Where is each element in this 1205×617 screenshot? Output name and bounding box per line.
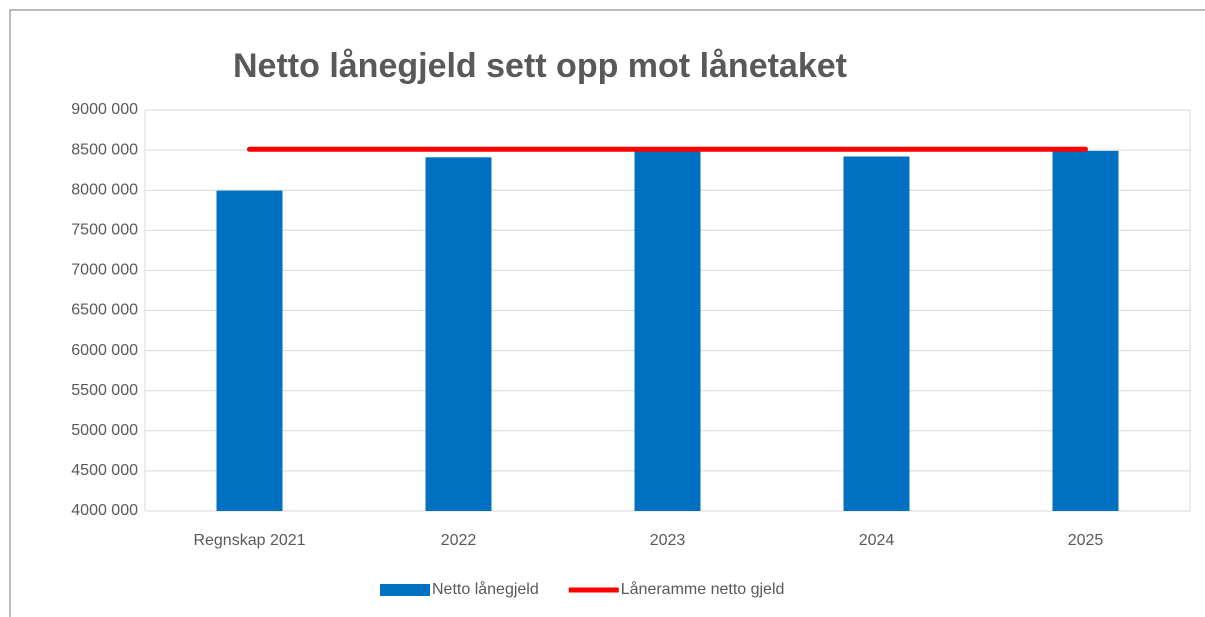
chart-title: Netto lånegjeld sett opp mot lånetaket: [233, 47, 847, 85]
bar: [425, 157, 492, 511]
chart-frame: [9, 9, 1205, 617]
y-tick-label: 5000 000: [71, 422, 138, 439]
y-tick-label: 5500 000: [71, 382, 138, 399]
legend-swatch: [380, 584, 430, 596]
y-tick-label: 8500 000: [71, 141, 138, 158]
y-tick-label: 7000 000: [71, 262, 138, 279]
y-tick-label: 4500 000: [71, 462, 138, 479]
y-tick-label: 7500 000: [71, 222, 138, 239]
x-tick-label: 2024: [859, 532, 895, 549]
y-tick-label: 6500 000: [71, 302, 138, 319]
y-tick-label: 4000 000: [71, 502, 138, 519]
y-tick-label: 6000 000: [71, 342, 138, 359]
y-tick-label: 9000 000: [71, 101, 138, 118]
legend-label: Låneramme netto gjeld: [621, 580, 785, 598]
y-tick-label: 8000 000: [71, 181, 138, 198]
x-tick-label: Regnskap 2021: [193, 532, 305, 549]
bar: [216, 190, 283, 511]
x-tick-label: 2022: [441, 532, 477, 549]
bar: [1052, 150, 1119, 512]
x-tick-label: 2025: [1068, 532, 1104, 549]
x-tick-label: 2023: [650, 532, 686, 549]
bar: [634, 147, 701, 511]
bar: [843, 156, 910, 512]
legend-label: Netto lånegjeld: [432, 580, 539, 598]
